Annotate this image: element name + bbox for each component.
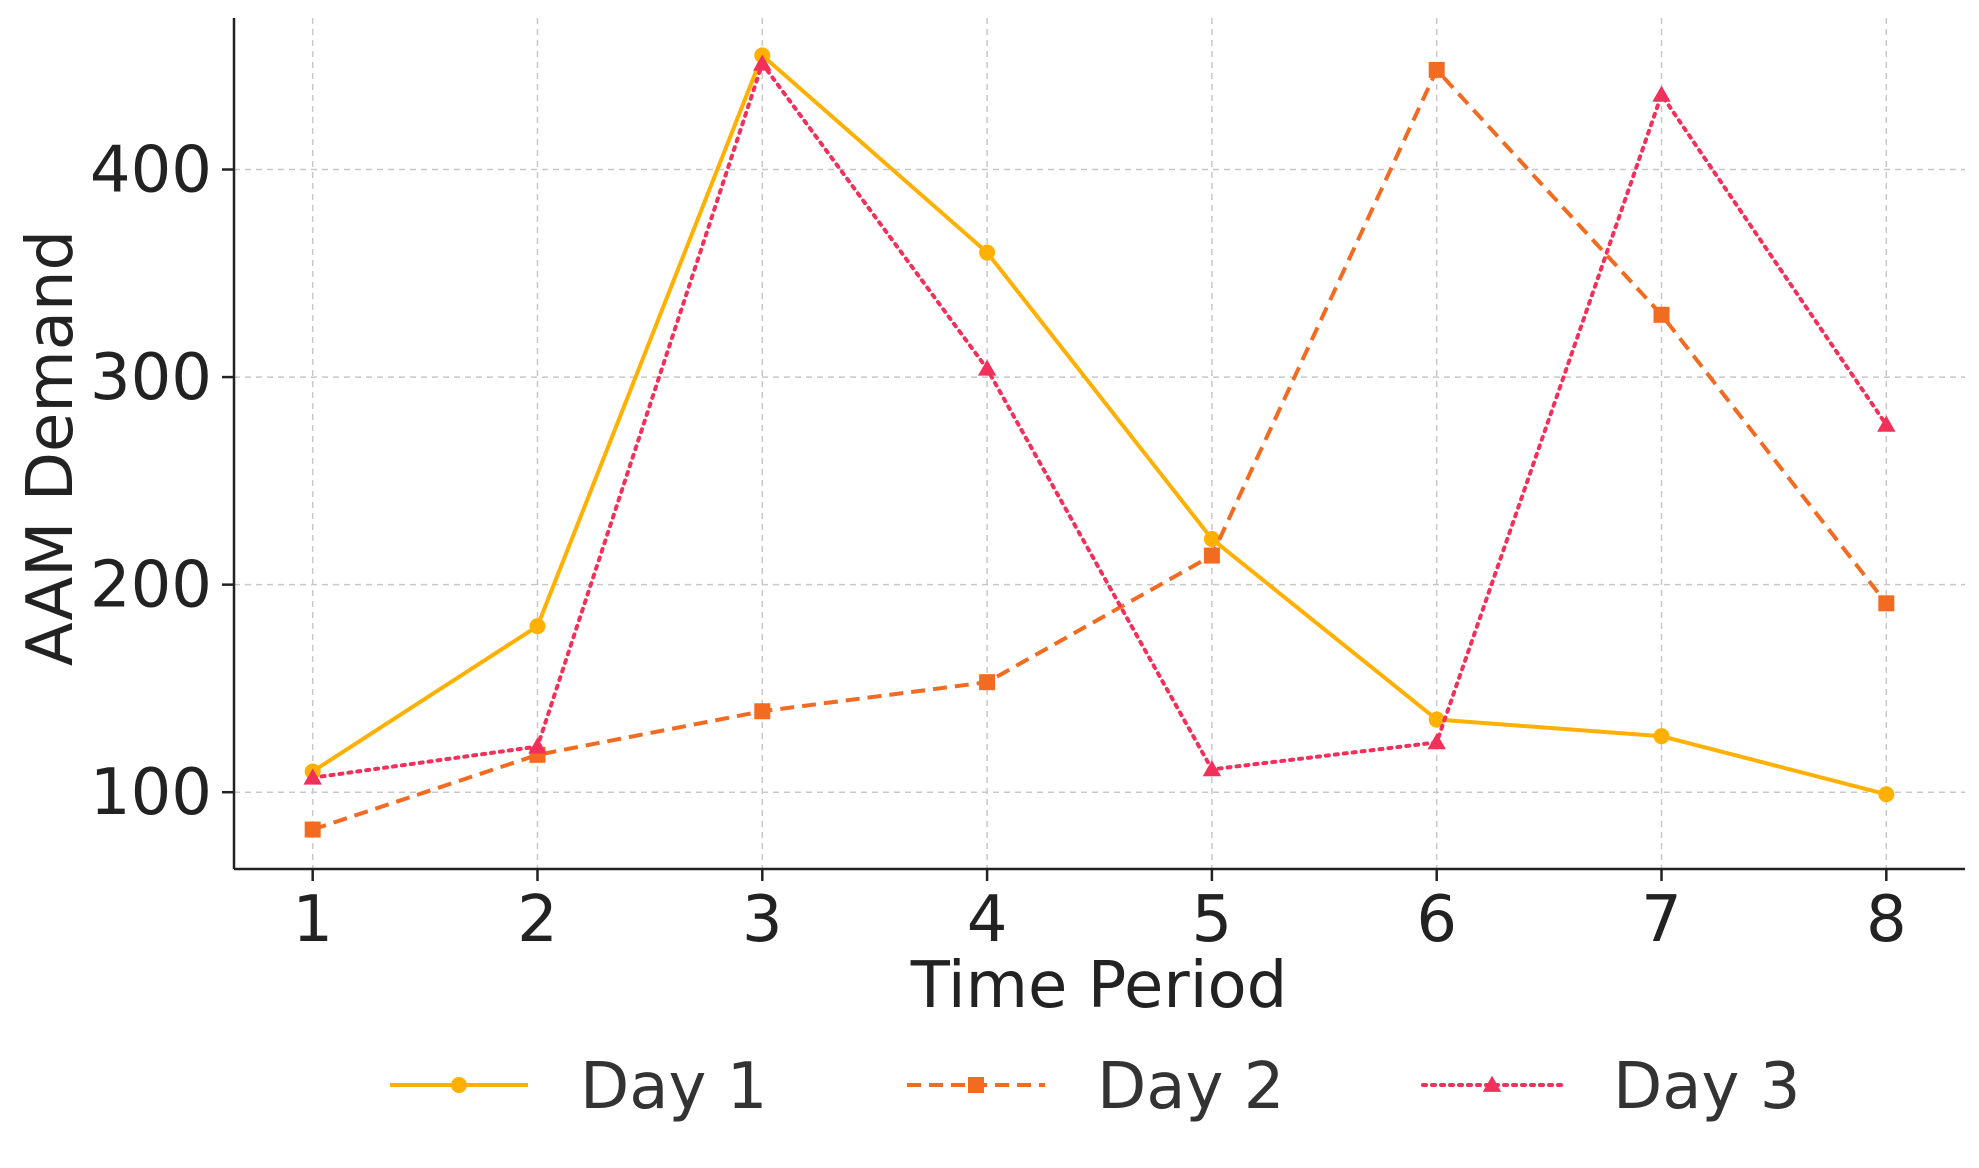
legend-marker-day-3 [1482, 1075, 1502, 1092]
data-point-day-2 [304, 821, 321, 838]
data-point-day-2 [1428, 61, 1445, 78]
x-tick-label: 3 [742, 883, 783, 957]
data-point-day-3 [977, 359, 997, 376]
x-tick-label: 1 [292, 883, 333, 957]
y-axis-label: AAM Demand [14, 230, 88, 666]
legend-marker-day-2 [968, 1077, 984, 1093]
x-tick-label: 2 [517, 883, 558, 957]
data-point-day-3 [1202, 760, 1222, 777]
series-day-3 [303, 54, 1896, 785]
x-axis-label: Time Period [910, 949, 1288, 1023]
data-point-day-2 [754, 703, 771, 720]
data-point-day-1 [1653, 728, 1670, 745]
data-point-day-3 [1652, 85, 1671, 102]
legend-label-day-2: Day 2 [1097, 1050, 1284, 1124]
data-point-day-2 [979, 674, 996, 691]
legend-item-day-3: Day 3 [1421, 1050, 1800, 1124]
data-point-day-3 [753, 54, 772, 71]
series-day-2 [304, 61, 1895, 838]
data-point-day-1 [1878, 786, 1895, 803]
data-point-day-3 [528, 737, 547, 754]
series-day-1 [304, 47, 1895, 803]
data-point-day-1 [529, 618, 546, 635]
series-line-day-1 [311, 53, 1887, 797]
x-tick-label: 5 [1192, 883, 1233, 957]
data-point-day-1 [979, 244, 996, 261]
data-point-day-3 [1877, 415, 1896, 432]
legend-marker-day-1 [451, 1077, 467, 1093]
y-tick-label: 400 [90, 134, 212, 208]
series [303, 47, 1896, 838]
series-line-day-2 [312, 67, 1888, 832]
tick-labels: 1 2 3 4 5 6 7 8 100 200 300 400 [90, 134, 1907, 957]
x-tick-label: 7 [1641, 883, 1682, 957]
data-point-day-3 [303, 768, 322, 785]
x-tick-label: 6 [1416, 883, 1457, 957]
grid [234, 18, 1965, 869]
series-line-day-3 [310, 61, 1889, 780]
legend-item-day-1: Day 1 [390, 1050, 767, 1124]
data-point-day-2 [1878, 595, 1895, 612]
y-tick-label: 100 [90, 756, 212, 830]
x-tick-label: 8 [1866, 883, 1907, 957]
legend-item-day-2: Day 2 [907, 1050, 1284, 1124]
legend: Day 1 Day 2 Day 3 [390, 1050, 1800, 1124]
axes [232, 18, 1965, 871]
data-point-day-2 [1203, 547, 1220, 564]
data-point-day-1 [1428, 711, 1445, 728]
data-point-day-3 [1427, 733, 1446, 750]
x-tick-label: 4 [967, 883, 1008, 957]
y-tick-label: 300 [90, 341, 212, 415]
legend-label-day-1: Day 1 [580, 1050, 767, 1124]
data-point-day-1 [1203, 530, 1220, 547]
legend-label-day-3: Day 3 [1613, 1050, 1800, 1124]
y-tick-label: 200 [90, 549, 212, 623]
data-point-day-2 [1653, 306, 1670, 323]
